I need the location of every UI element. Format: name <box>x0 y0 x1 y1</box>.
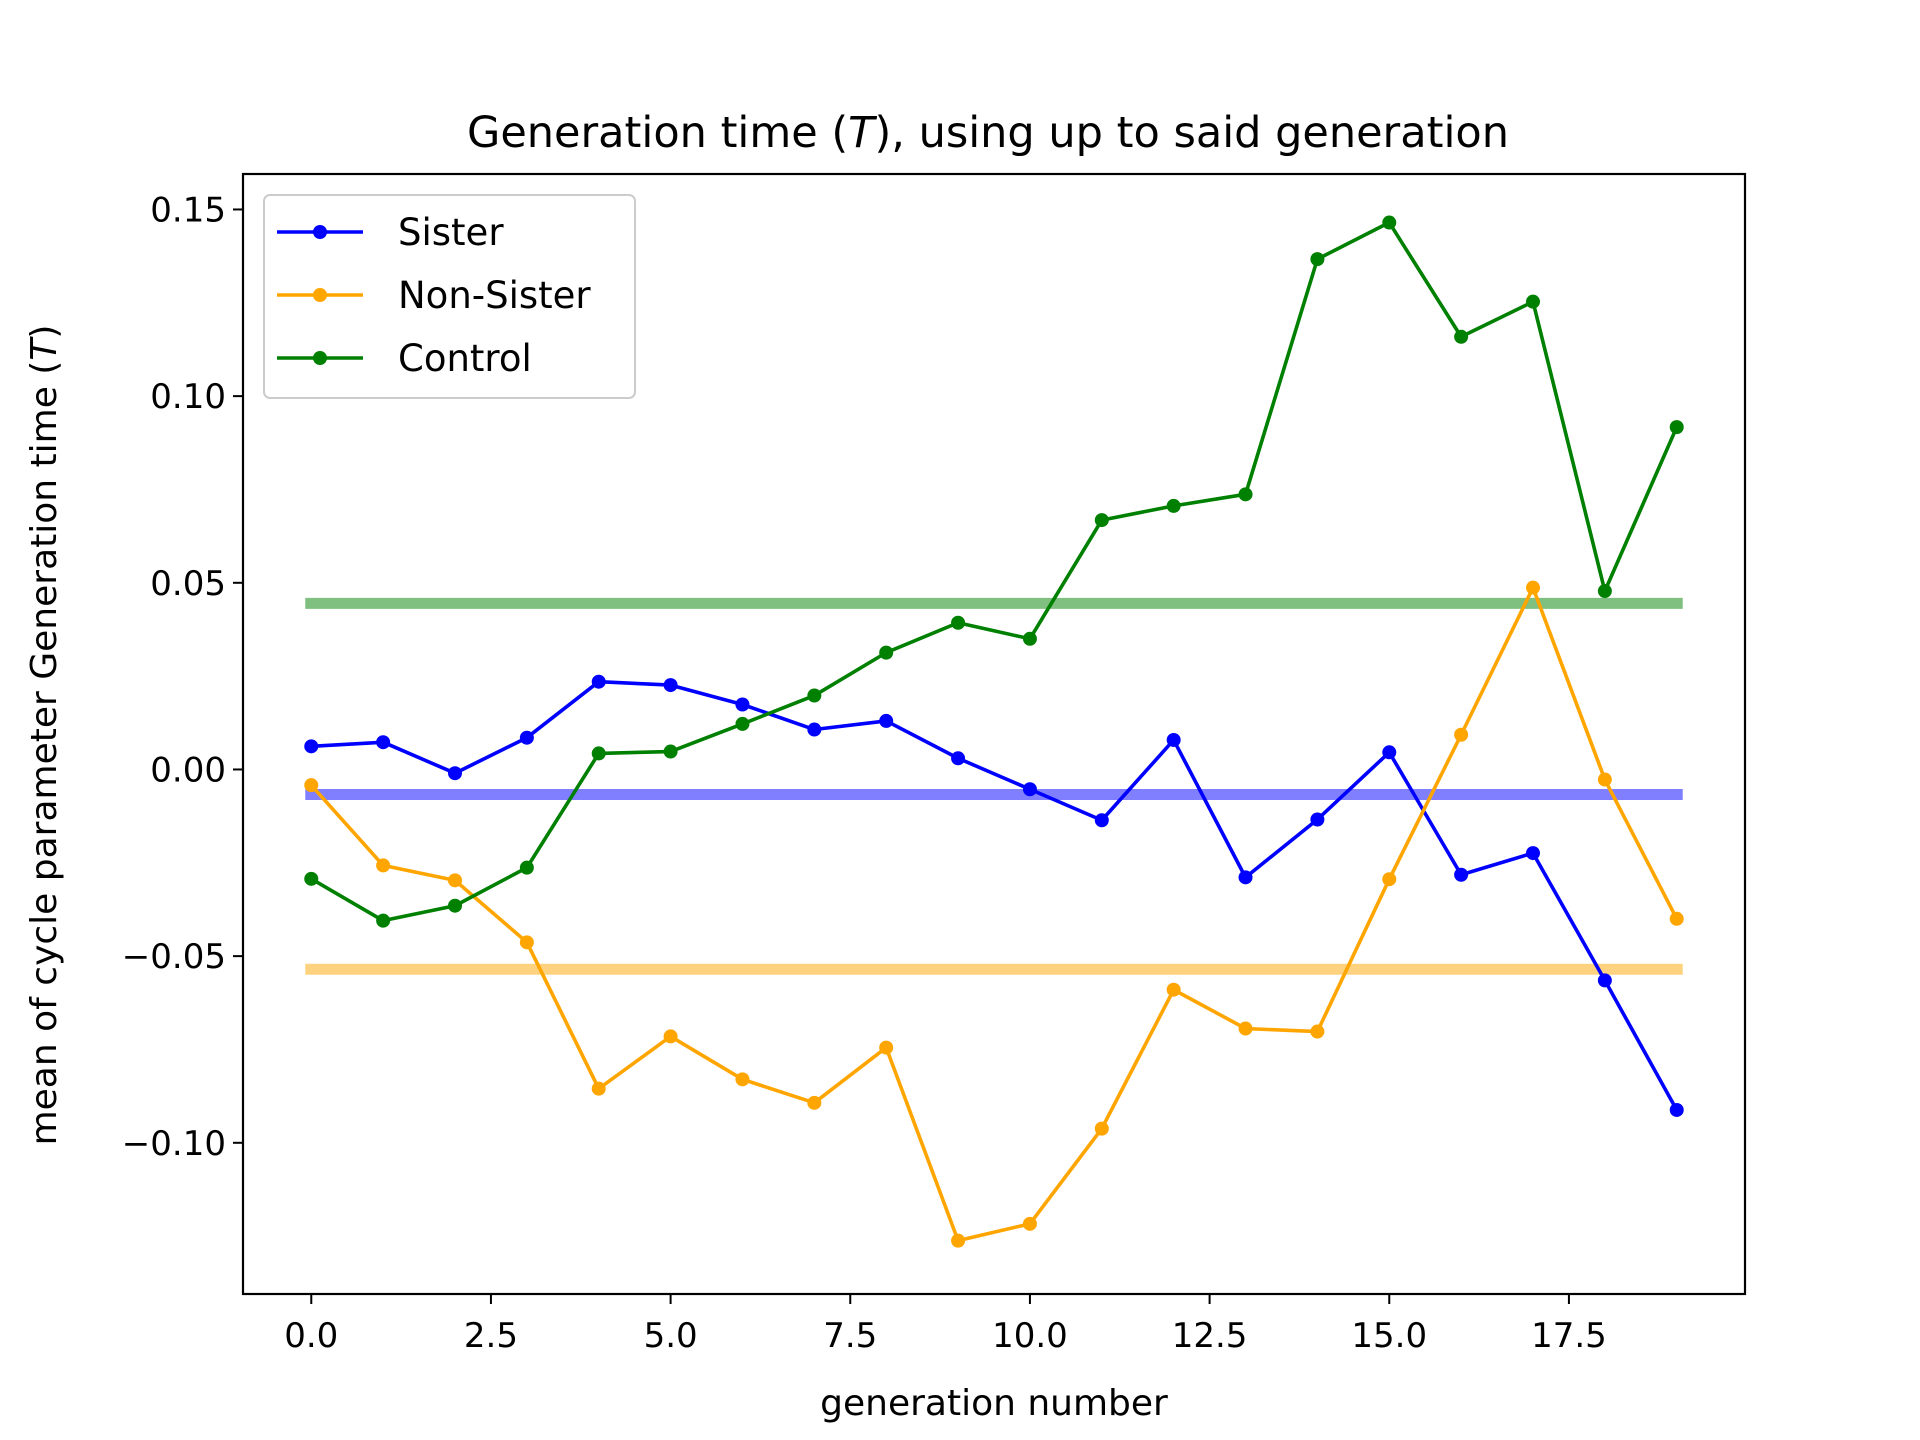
non-sister-point <box>304 778 319 793</box>
x-tick-label: 10.0 <box>992 1316 1068 1356</box>
sister-point <box>1238 870 1253 885</box>
control-point <box>663 744 678 759</box>
sister-point <box>448 766 463 781</box>
sister-point <box>807 722 822 737</box>
non-sister-point <box>1238 1021 1253 1036</box>
x-tick-label: 5.0 <box>644 1316 698 1356</box>
non-sister-point <box>807 1095 822 1110</box>
sister-point <box>519 730 534 745</box>
control-point <box>1238 487 1253 502</box>
sister-point <box>1022 782 1037 797</box>
sister-point <box>663 678 678 693</box>
control-point <box>304 871 319 886</box>
sister-point <box>879 713 894 728</box>
control-point <box>1669 420 1684 435</box>
control-point <box>1454 329 1469 344</box>
x-tick-label: 17.5 <box>1531 1316 1607 1356</box>
sister-legend-label: Sister <box>398 211 504 254</box>
control-point <box>735 716 750 731</box>
non-sister-point <box>1094 1121 1109 1136</box>
non-sister-point <box>519 935 534 950</box>
sister-point <box>951 751 966 766</box>
control-point <box>807 688 822 703</box>
control-point <box>448 898 463 913</box>
non-sister-point <box>1669 911 1684 926</box>
plot-area <box>304 215 1684 1248</box>
control-point <box>951 615 966 630</box>
non-sister-point <box>951 1233 966 1248</box>
non-sister-series-line <box>309 585 1679 1243</box>
y-tick-label: −0.05 <box>122 937 226 977</box>
x-tick-label: 2.5 <box>464 1316 518 1356</box>
sister-point <box>1382 745 1397 760</box>
x-tick-label: 7.5 <box>823 1316 877 1356</box>
control-point <box>1166 498 1181 513</box>
control-point <box>1310 252 1325 267</box>
plot-frame <box>241 172 1747 1296</box>
control-point <box>1597 584 1612 599</box>
y-tick-label: 0.05 <box>150 564 226 604</box>
non-sister-point <box>1597 772 1612 787</box>
non-sister-legend-marker <box>313 288 327 302</box>
legend-box <box>263 194 636 399</box>
non-sister-point <box>1310 1024 1325 1039</box>
sister-legend-marker <box>313 225 327 239</box>
control-point <box>1094 513 1109 528</box>
x-tick-label: 15.0 <box>1351 1316 1427 1356</box>
control-point <box>376 913 391 928</box>
sister-point <box>1669 1102 1684 1117</box>
sister-point <box>1525 846 1540 861</box>
legend: Sister Non-Sister Control <box>263 194 636 399</box>
sister-point <box>1166 732 1181 747</box>
sister-series-line <box>309 679 1679 1112</box>
y-tick-label: 0.00 <box>150 750 226 790</box>
control-legend-label: Control <box>398 337 532 380</box>
sister-point <box>591 674 606 689</box>
chart-title: Generation time (T), using up to said ge… <box>467 108 1509 158</box>
y-axis-label: mean of cycle parameter Generation time … <box>24 325 65 1146</box>
non-sister-point <box>1454 727 1469 742</box>
y-tick-label: 0.15 <box>150 190 226 230</box>
non-sister-point <box>376 858 391 873</box>
non-sister-legend-label: Non-Sister <box>398 274 591 317</box>
non-sister-point <box>591 1081 606 1096</box>
non-sister-point <box>1525 580 1540 595</box>
x-axis-label: generation number <box>820 1383 1168 1424</box>
x-tick-label: 0.0 <box>284 1316 338 1356</box>
non-sister-point <box>879 1040 894 1055</box>
control-point <box>1382 215 1397 230</box>
y-tick-label: −0.10 <box>122 1124 226 1164</box>
sister-point <box>1310 812 1325 827</box>
non-sister-point <box>448 873 463 888</box>
sister-point <box>735 697 750 712</box>
y-tick-label: 0.10 <box>150 377 226 417</box>
non-sister-point <box>1382 872 1397 887</box>
control-point <box>591 746 606 761</box>
non-sister-point <box>1022 1216 1037 1231</box>
control-series-line <box>309 220 1679 923</box>
sister-point <box>376 735 391 750</box>
non-sister-point <box>663 1029 678 1044</box>
x-tick-label: 12.5 <box>1172 1316 1248 1356</box>
non-sister-point <box>735 1072 750 1087</box>
control-point <box>1022 631 1037 646</box>
control-legend-marker <box>313 351 327 365</box>
sister-point <box>1597 973 1612 988</box>
control-point <box>519 860 534 875</box>
sister-point <box>1094 813 1109 828</box>
control-point <box>1525 294 1540 309</box>
non-sister-point <box>1166 982 1181 997</box>
sister-point <box>1454 867 1469 882</box>
control-point <box>879 645 894 660</box>
axis-ticks: 0.0 2.5 5.0 7.5 10.0 12.5 15.0 17.5 0.15 0.10 0.05… <box>122 190 1607 1356</box>
sister-point <box>304 739 319 754</box>
